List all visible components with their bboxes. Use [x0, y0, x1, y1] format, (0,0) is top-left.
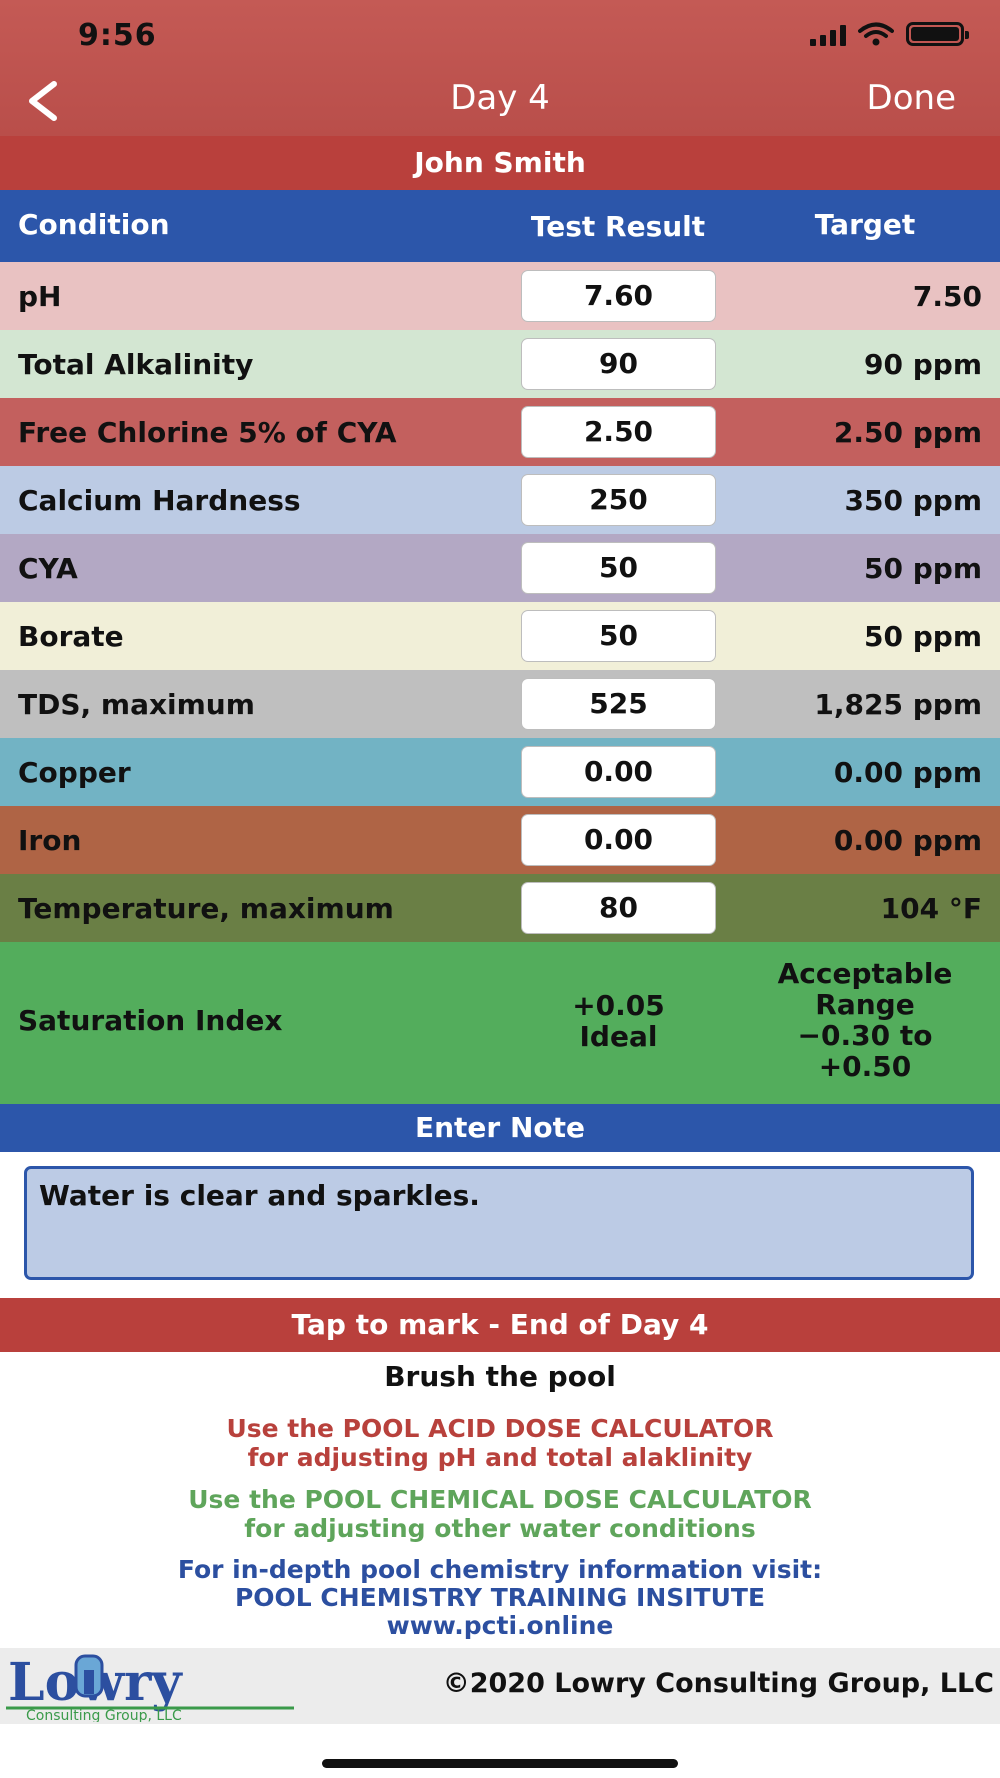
chemical-calculator-link[interactable]: Use the POOL CHEMICAL DOSE CALCULATOR fo… — [0, 1485, 1000, 1543]
status-icons — [810, 22, 969, 46]
range-line: Range — [815, 988, 915, 1021]
top-navigation-bar: 9:56 Day 4 Done — [0, 0, 1000, 136]
table-row: TDS, maximum 525 1,825 ppm — [0, 670, 1000, 738]
table-row: Borate 50 50 ppm — [0, 602, 1000, 670]
target-value: 7.50 — [912, 280, 982, 313]
brush-instruction: Brush the pool — [384, 1360, 616, 1393]
acid-calculator-link[interactable]: Use the POOL ACID DOSE CALCULATOR for ad… — [0, 1414, 1000, 1472]
copyright-text: ©2020 Lowry Consulting Group, LLC — [442, 1668, 994, 1699]
condition-rows: pH 7.60 7.50 Total Alkalinity 90 90 ppm … — [0, 262, 1000, 942]
saturation-acceptable-range: Acceptable Range −0.30 to +0.50 — [740, 958, 990, 1082]
training-institute-link[interactable]: For in-depth pool chemistry information … — [0, 1556, 1000, 1640]
target-value: 1,825 ppm — [814, 688, 982, 721]
range-line: −0.30 to — [797, 1019, 933, 1052]
target-value: 90 ppm — [864, 348, 982, 381]
note-textarea[interactable]: Water is clear and sparkles. — [24, 1166, 974, 1280]
page-title: Day 4 — [450, 78, 550, 118]
table-row: Calcium Hardness 250 350 ppm — [0, 466, 1000, 534]
range-line: Acceptable — [777, 957, 953, 990]
table-row: Free Chlorine 5% of CYA 2.50 2.50 ppm — [0, 398, 1000, 466]
condition-header: Condition — [18, 208, 170, 241]
saturation-index-value: +0.05 Ideal — [521, 990, 716, 1052]
status-time: 9:56 — [78, 18, 157, 53]
condition-label: Calcium Hardness — [18, 484, 301, 517]
logo-subtitle: Consulting Group, LLC — [26, 1708, 182, 1722]
training-line: For in-depth pool chemistry information … — [177, 1555, 823, 1584]
target-value: 0.00 ppm — [833, 824, 982, 857]
test-result-input[interactable]: 80 — [521, 882, 716, 934]
battery-icon — [906, 22, 969, 46]
test-result-input[interactable]: 50 — [521, 542, 716, 594]
note-header: Enter Note — [0, 1104, 1000, 1152]
wifi-icon — [858, 22, 894, 46]
test-result-input[interactable]: 90 — [521, 338, 716, 390]
test-result-input[interactable]: 525 — [521, 678, 716, 730]
test-result-input[interactable]: 7.60 — [521, 270, 716, 322]
table-row: CYA 50 50 ppm — [0, 534, 1000, 602]
test-result-input[interactable]: 50 — [521, 610, 716, 662]
table-header: Condition Test Result Target — [0, 190, 1000, 262]
condition-label: Iron — [18, 824, 82, 857]
training-url: www.pcti.online — [386, 1611, 614, 1640]
target-header: Target — [814, 208, 916, 241]
done-button[interactable]: Done — [866, 78, 956, 118]
range-line: +0.50 — [818, 1050, 912, 1083]
table-row: Copper 0.00 0.00 ppm — [0, 738, 1000, 806]
test-result-input[interactable]: 2.50 — [521, 406, 716, 458]
target-value: 50 ppm — [864, 552, 982, 585]
condition-label: TDS, maximum — [18, 688, 255, 721]
saturation-index-label: Saturation Index — [18, 1004, 283, 1037]
condition-label: CYA — [18, 552, 78, 585]
condition-label: Free Chlorine 5% of CYA — [18, 416, 397, 449]
condition-label: Total Alkalinity — [18, 348, 254, 381]
home-indicator[interactable] — [322, 1759, 678, 1768]
lowry-logo: Lowry Consulting Group, LLC — [6, 1652, 294, 1722]
back-chevron-icon[interactable] — [20, 78, 66, 124]
test-result-input[interactable]: 0.00 — [521, 814, 716, 866]
acid-calculator-line: Use the POOL ACID DOSE CALCULATOR — [226, 1414, 774, 1443]
target-value: 350 ppm — [844, 484, 982, 517]
training-line: POOL CHEMISTRY TRAINING INSITUTE — [234, 1583, 766, 1612]
cellular-signal-icon — [810, 24, 846, 46]
target-value: 0.00 ppm — [833, 756, 982, 789]
condition-label: pH — [18, 280, 62, 313]
test-result-input[interactable]: 250 — [521, 474, 716, 526]
table-row: pH 7.60 7.50 — [0, 262, 1000, 330]
table-row: Total Alkalinity 90 90 ppm — [0, 330, 1000, 398]
saturation-value-status: Ideal — [579, 1020, 658, 1053]
target-value: 50 ppm — [864, 620, 982, 653]
saturation-value-number: +0.05 — [572, 989, 665, 1022]
table-row: Temperature, maximum 80 104 °F — [0, 874, 1000, 942]
saturation-index-row: Saturation Index +0.05 Ideal Acceptable … — [0, 942, 1000, 1104]
chemical-calculator-line: for adjusting other water conditions — [244, 1514, 756, 1543]
footer: Lowry Consulting Group, LLC ©2020 Lowry … — [0, 1648, 1000, 1724]
mark-end-of-day-button[interactable]: Tap to mark - End of Day 4 — [0, 1298, 1000, 1352]
chemical-calculator-line: Use the POOL CHEMICAL DOSE CALCULATOR — [188, 1485, 812, 1514]
condition-label: Temperature, maximum — [18, 892, 394, 925]
test-result-input[interactable]: 0.00 — [521, 746, 716, 798]
user-name-bar: John Smith — [0, 136, 1000, 190]
target-value: 104 °F — [880, 892, 982, 925]
table-row: Iron 0.00 0.00 ppm — [0, 806, 1000, 874]
test-result-header: Test Result — [530, 210, 706, 243]
target-value: 2.50 ppm — [833, 416, 982, 449]
acid-calculator-line: for adjusting pH and total alaklinity — [247, 1443, 753, 1472]
condition-label: Copper — [18, 756, 131, 789]
condition-label: Borate — [18, 620, 124, 653]
